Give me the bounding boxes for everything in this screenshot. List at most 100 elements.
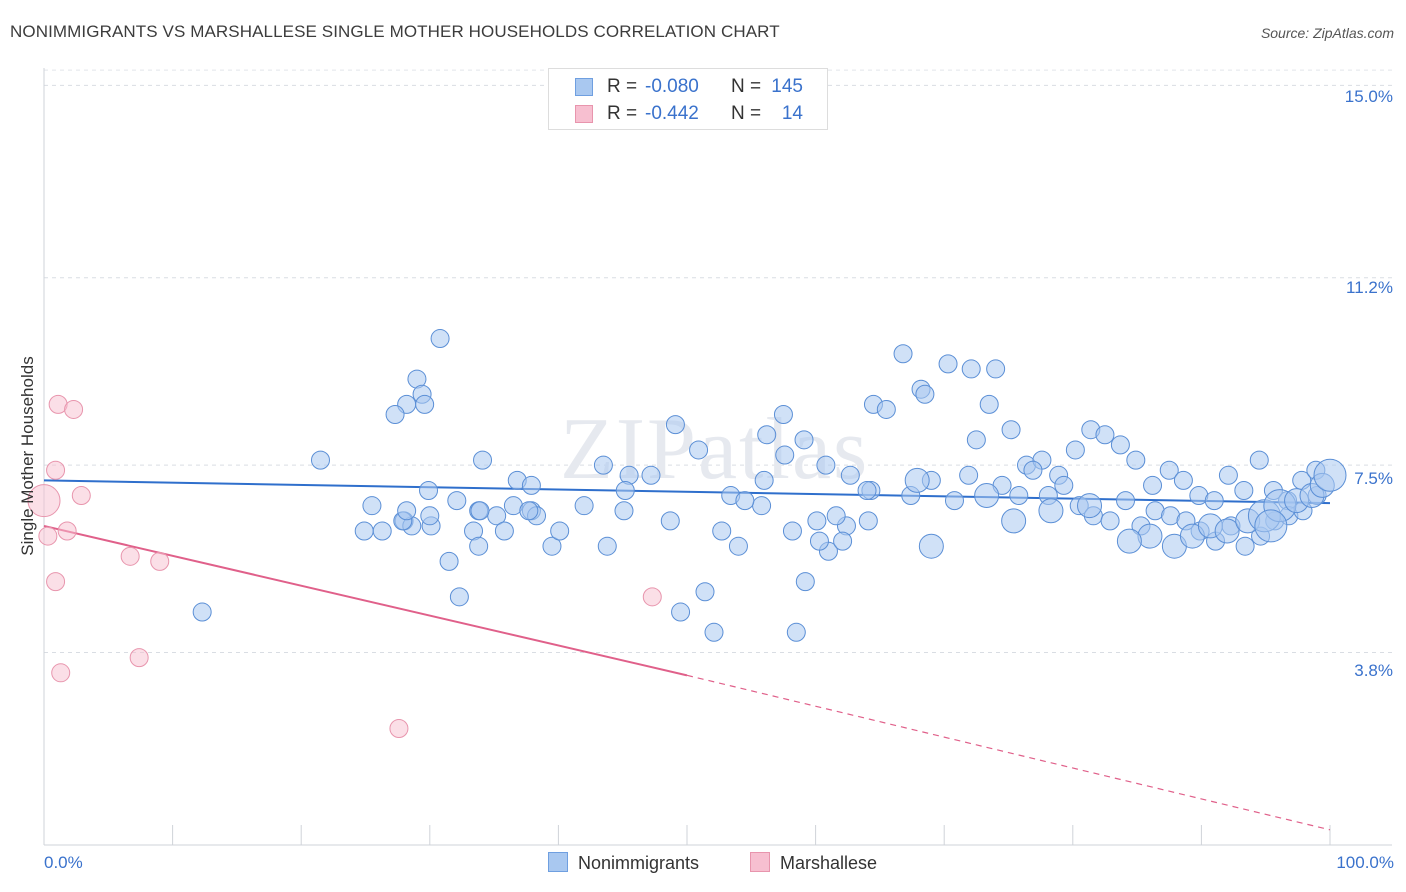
nonimmigrants-point — [795, 572, 815, 592]
nonimmigrants-point — [794, 430, 814, 450]
nonimmigrants-point — [961, 359, 981, 379]
nonimmigrants-point — [1235, 536, 1255, 556]
nonimmigrants-point — [938, 354, 958, 374]
nonimmigrants-point — [1214, 518, 1240, 544]
nonimmigrants-point — [857, 480, 877, 500]
nonimmigrants-point — [775, 445, 795, 465]
bottom-legend-swatch-nonimmigrants — [548, 852, 568, 872]
nonimmigrants-point — [904, 467, 930, 493]
nonimmigrants-point — [385, 405, 405, 425]
nonimmigrants-point — [959, 465, 979, 485]
nonimmigrants-point — [728, 536, 748, 556]
bottom-legend-label-nonimmigrants: Nonimmigrants — [578, 853, 700, 873]
legend-row-nonimmigrants: R = -0.080 N = 145 — [549, 74, 827, 100]
nonimmigrants-point — [944, 491, 964, 511]
nonimmigrants-point — [773, 405, 793, 425]
nonimmigrants-point — [752, 496, 772, 516]
nonimmigrants-point — [439, 551, 459, 571]
nonimmigrants-point — [665, 415, 685, 435]
nonimmigrants-point — [1116, 528, 1142, 554]
nonimmigrants-point — [858, 511, 878, 531]
y-tick-label-3-8: 3.8% — [1354, 661, 1393, 680]
nonimmigrants-point — [550, 521, 570, 541]
legend-n-label: N = — [731, 76, 762, 97]
data-points — [27, 329, 1347, 739]
marshallese-trend-line — [43, 524, 688, 677]
legend-swatch-marshallese — [575, 105, 593, 123]
nonimmigrants-point — [735, 491, 755, 511]
nonimmigrants-point — [695, 582, 715, 602]
bottom-legend-swatch-marshallese — [750, 852, 770, 872]
marshallese-point — [129, 648, 149, 668]
nonimmigrants-point — [354, 521, 374, 541]
nonimmigrants-point — [397, 501, 417, 521]
legend-n-value: 14 — [781, 103, 803, 124]
nonimmigrants-point — [1204, 491, 1224, 511]
nonimmigrants-point — [712, 521, 732, 541]
nonimmigrants-point — [1254, 509, 1288, 543]
nonimmigrants-point — [615, 480, 635, 500]
marshallese-point — [51, 663, 71, 683]
nonimmigrants-point — [660, 511, 680, 531]
marshallese-point — [389, 719, 409, 739]
chart-title: NONIMMIGRANTS VS MARSHALLESE SINGLE MOTH… — [10, 22, 780, 41]
nonimmigrants-point — [449, 587, 469, 607]
legend-swatch-nonimmigrants — [575, 78, 593, 96]
nonimmigrants-point — [1065, 440, 1085, 460]
nonimmigrants-point — [757, 425, 777, 445]
nonimmigrants-point — [192, 602, 212, 622]
nonimmigrants-point — [1143, 475, 1163, 495]
legend-r-value: -0.442 — [645, 103, 699, 124]
nonimmigrants-point — [807, 511, 827, 531]
nonimmigrants-point — [1249, 450, 1269, 470]
nonimmigrants-point — [597, 536, 617, 556]
marshallese-point — [71, 486, 91, 506]
grid-lines — [44, 69, 1392, 654]
legend-row-marshallese: R = -0.442 N = 14 — [549, 101, 827, 127]
axes — [43, 68, 1392, 846]
nonimmigrants-point — [1218, 465, 1238, 485]
nonimmigrants-point — [1137, 523, 1163, 549]
nonimmigrants-point — [1126, 450, 1146, 470]
nonimmigrants-point — [754, 470, 774, 490]
nonimmigrants-point — [419, 480, 439, 500]
y-tick-label-11-2: 11.2% — [1346, 278, 1393, 297]
bottom-legend-label-marshallese: Marshallese — [780, 853, 878, 873]
nonimmigrants-point — [1110, 435, 1130, 455]
nonimmigrants-point — [519, 501, 539, 521]
nonimmigrants-point — [1038, 498, 1064, 524]
nonimmigrants-point — [1009, 486, 1029, 506]
nonimmigrants-point — [1100, 511, 1120, 531]
nonimmigrants-point — [362, 496, 382, 516]
nonimmigrants-point — [966, 430, 986, 450]
legend-n-value: 145 — [771, 76, 803, 97]
nonimmigrants-point — [979, 394, 999, 414]
watermark: ZIPatlas — [560, 401, 869, 498]
nonimmigrants-point — [689, 440, 709, 460]
nonimmigrants-point — [415, 394, 435, 414]
correlation-legend: R = -0.080 N = 145 R = -0.442 N = 14 — [548, 68, 828, 130]
nonimmigrants-point — [840, 465, 860, 485]
nonimmigrants-point — [809, 531, 829, 551]
y-tick-label-15: 15.0% — [1344, 87, 1393, 106]
trend-lines — [43, 479, 1331, 831]
bottom-legend-nonimmigrants: Nonimmigrants — [548, 852, 699, 874]
marshallese-point — [150, 551, 170, 571]
nonimmigrants-point — [826, 506, 846, 526]
nonimmigrants-point — [641, 465, 661, 485]
nonimmigrants-point — [1159, 460, 1179, 480]
nonimmigrants-point — [1313, 458, 1347, 492]
nonimmigrants-point — [974, 483, 1000, 509]
legend-n-label: N = — [731, 103, 762, 124]
nonimmigrants-point — [1023, 460, 1043, 480]
nonimmigrants-point — [1001, 420, 1021, 440]
nonimmigrants-point — [542, 536, 562, 556]
nonimmigrants-point — [1173, 470, 1193, 490]
nonimmigrants-point — [494, 521, 514, 541]
nonimmigrants-point — [1077, 493, 1103, 519]
nonimmigrants-point — [1054, 475, 1074, 495]
nonimmigrants-point — [614, 501, 634, 521]
nonimmigrants-point — [593, 455, 613, 475]
nonimmigrants-point — [447, 491, 467, 511]
